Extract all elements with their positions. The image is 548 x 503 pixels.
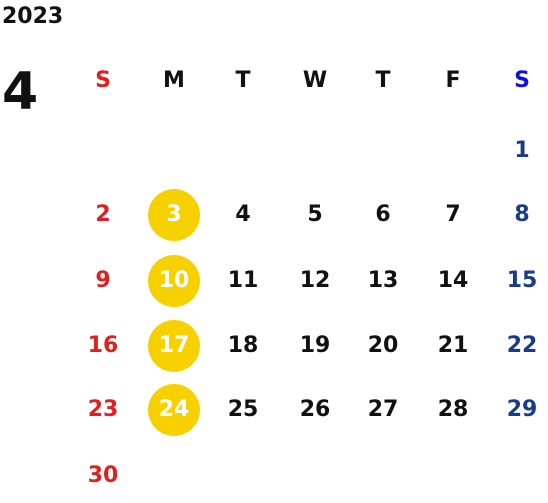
weekday-header-tue: T — [235, 68, 251, 93]
day-4: 4 — [235, 202, 251, 227]
day-30: 30 — [87, 463, 119, 488]
day-8: 8 — [514, 202, 530, 227]
day-19: 19 — [299, 333, 331, 358]
day-11: 11 — [227, 268, 259, 293]
day-22: 22 — [506, 333, 538, 358]
day-highlight-circle-24 — [148, 384, 200, 436]
day-5: 5 — [307, 202, 323, 227]
calendar-year: 2023 — [2, 4, 64, 29]
weekday-header-fri: F — [445, 68, 461, 93]
day-3: 3 — [166, 202, 182, 227]
day-1: 1 — [514, 138, 530, 163]
day-highlight-circle-10 — [148, 255, 200, 307]
day-highlight-circle-17 — [148, 320, 200, 372]
day-24: 24 — [158, 397, 190, 422]
day-highlight-circle-3 — [148, 189, 200, 241]
day-20: 20 — [367, 333, 399, 358]
day-18: 18 — [227, 333, 259, 358]
day-16: 16 — [87, 333, 119, 358]
day-29: 29 — [506, 397, 538, 422]
weekday-header-sat: S — [514, 68, 530, 93]
day-15: 15 — [506, 268, 538, 293]
day-10: 10 — [158, 268, 190, 293]
weekday-header-wed: W — [302, 68, 328, 93]
day-21: 21 — [437, 333, 469, 358]
day-23: 23 — [87, 397, 119, 422]
day-7: 7 — [445, 202, 461, 227]
day-9: 9 — [95, 268, 111, 293]
day-14: 14 — [437, 268, 469, 293]
day-12: 12 — [299, 268, 331, 293]
day-25: 25 — [227, 397, 259, 422]
day-28: 28 — [437, 397, 469, 422]
day-27: 27 — [367, 397, 399, 422]
day-6: 6 — [375, 202, 391, 227]
weekday-header-mon: M — [163, 68, 185, 93]
calendar-month: 4 — [2, 62, 39, 122]
day-2: 2 — [95, 202, 111, 227]
weekday-header-thu: T — [375, 68, 391, 93]
weekday-header-sun: S — [95, 68, 111, 93]
day-17: 17 — [158, 333, 190, 358]
day-13: 13 — [367, 268, 399, 293]
day-26: 26 — [299, 397, 331, 422]
